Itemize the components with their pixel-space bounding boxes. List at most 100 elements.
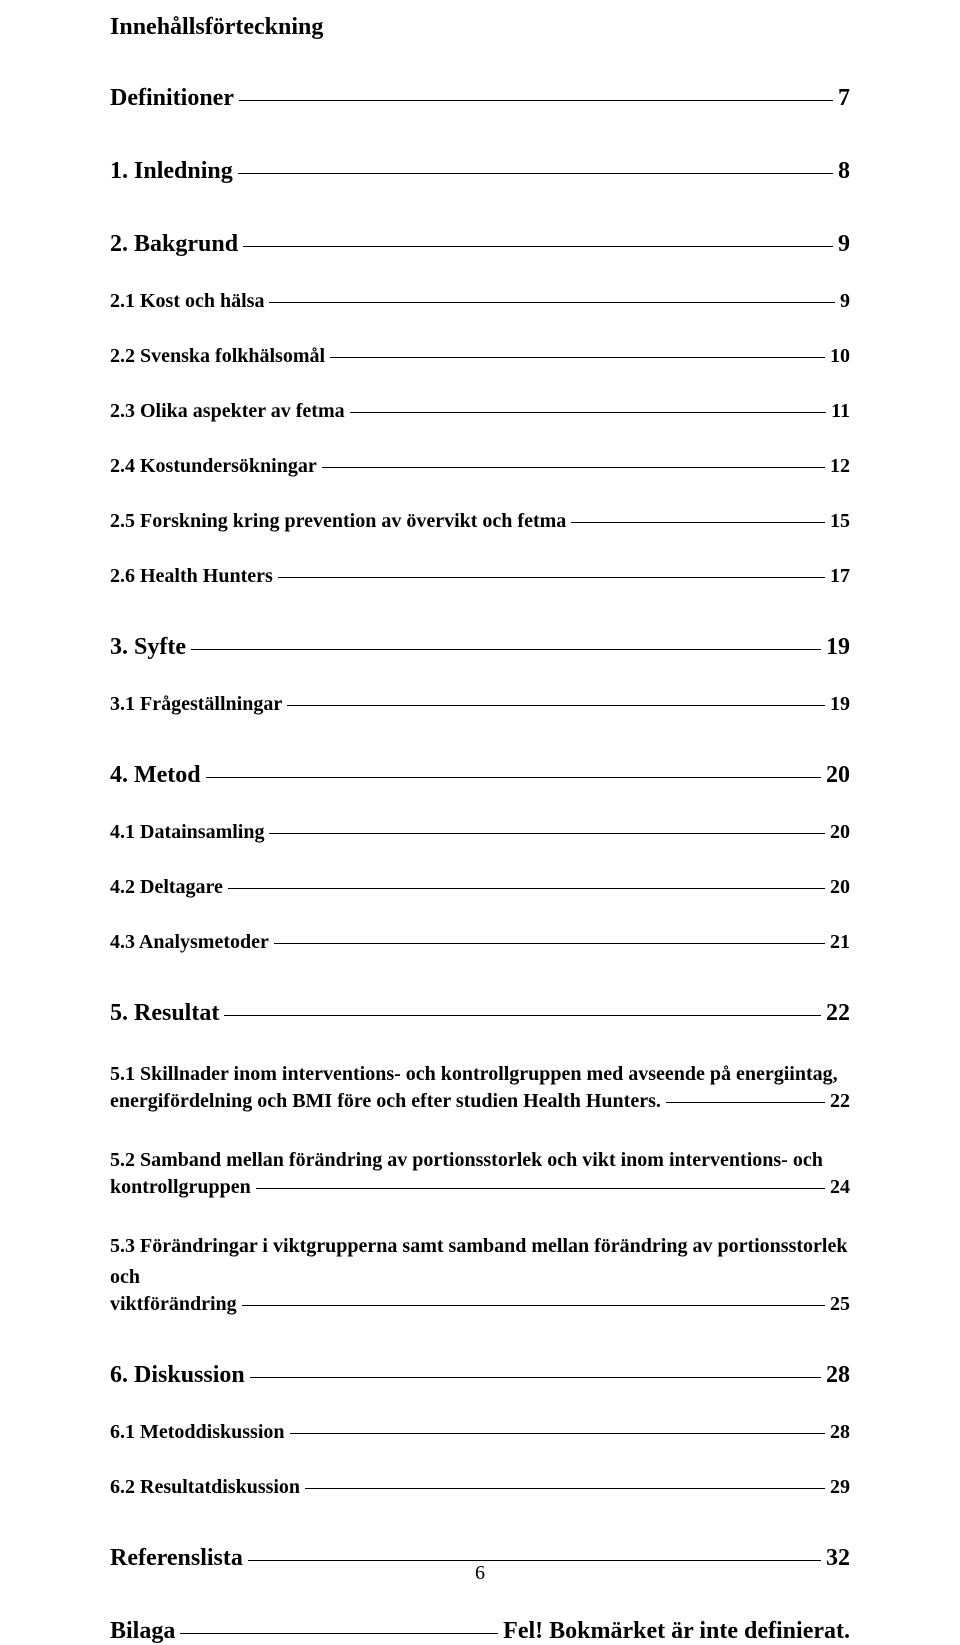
toc-entry-label-line2: kontrollgruppen: [110, 1176, 251, 1199]
toc-leader: [350, 412, 826, 413]
toc-entry-label: 6.1 Metoddiskussion: [110, 1421, 285, 1444]
toc-entry-label: 2.6 Health Hunters: [110, 565, 273, 588]
toc-leader: [274, 943, 825, 944]
toc-entry-page: 20: [830, 876, 850, 899]
toc-entry-page: 28: [830, 1421, 850, 1444]
toc-leader: [278, 577, 825, 578]
toc-entry-line2: viktförändring 25: [110, 1293, 850, 1316]
toc-entry-label: 4.3 Analysmetoder: [110, 931, 269, 954]
toc-entry-page: 21: [830, 931, 850, 954]
toc-entry: 6.1 Metoddiskussion 28: [110, 1421, 850, 1444]
toc-entry: 2. Bakgrund 9: [110, 231, 850, 258]
toc-leader: [269, 833, 825, 834]
toc-entry: 4.1 Datainsamling 20: [110, 821, 850, 844]
toc-entry-label: 2. Bakgrund: [110, 231, 238, 258]
toc-entry-page: 7: [838, 85, 850, 112]
toc-leader: [238, 173, 833, 174]
toc-entry-label: 4.2 Deltagare: [110, 876, 223, 899]
toc-entry-label: 4.1 Datainsamling: [110, 821, 264, 844]
toc-entry-page: 17: [830, 565, 850, 588]
toc-entry-label: 4. Metod: [110, 762, 201, 789]
toc-entry: 2.3 Olika aspekter av fetma 11: [110, 400, 850, 423]
page: Innehållsförteckning Definitioner 7 1. Inl…: [0, 0, 960, 1645]
toc-entry-page: 9: [838, 231, 850, 258]
toc-leader: [243, 246, 833, 247]
toc-entry: 4. Metod 20: [110, 762, 850, 789]
toc-entry-label-line1: 5.3 Förändringar i viktgrupperna samt sa…: [110, 1231, 850, 1293]
toc-entry-page: 19: [826, 634, 850, 661]
toc-entry: 4.2 Deltagare 20: [110, 876, 850, 899]
toc-leader: [256, 1188, 825, 1189]
toc-entry: 5. Resultat 22: [110, 1000, 850, 1027]
toc-entry: 2.6 Health Hunters 17: [110, 565, 850, 588]
toc-leader: [330, 357, 825, 358]
toc-entry-page: 29: [830, 1476, 850, 1499]
toc-entry-page: 9: [840, 290, 850, 313]
toc-leader: [180, 1633, 498, 1634]
toc-entry-label-line1: 5.1 Skillnader inom interventions- och k…: [110, 1059, 850, 1090]
toc-entry-label: Bilaga: [110, 1618, 175, 1645]
toc-entry: 4.3 Analysmetoder 21: [110, 931, 850, 954]
toc-entry-page: 25: [830, 1293, 850, 1316]
toc-leader: [191, 649, 821, 650]
toc-leader: [571, 522, 825, 523]
toc-leader: [248, 1560, 821, 1561]
toc-entry-label: 6. Diskussion: [110, 1362, 245, 1389]
toc-entry: 2.5 Forskning kring prevention av övervi…: [110, 510, 850, 533]
toc-entry-page: 20: [830, 821, 850, 844]
toc-entry-label-line1: 5.2 Samband mellan förändring av portion…: [110, 1145, 850, 1176]
toc-entry: 2.2 Svenska folkhälsomål 10: [110, 345, 850, 368]
toc-leader: [290, 1433, 826, 1434]
toc-entry: 1. Inledning 8: [110, 158, 850, 185]
toc-entry-page: 8: [838, 158, 850, 185]
toc-entry-page: 20: [826, 762, 850, 789]
footer-page-number: 6: [0, 1562, 960, 1585]
toc-entry-label: 3. Syfte: [110, 634, 186, 661]
toc-entry-label: 1. Inledning: [110, 158, 233, 185]
toc-entry: Bilaga Fel! Bokmärket är inte definierat.: [110, 1618, 850, 1645]
toc-entry: 3. Syfte 19: [110, 634, 850, 661]
toc-entry-label: 2.5 Forskning kring prevention av övervi…: [110, 510, 566, 533]
toc-leader: [239, 100, 833, 101]
toc-entry-label: 2.3 Olika aspekter av fetma: [110, 400, 345, 423]
toc-entry-page: 12: [830, 455, 850, 478]
toc-leader: [305, 1488, 825, 1489]
toc-entry-page: 28: [826, 1362, 850, 1389]
toc-entry-label: 5. Resultat: [110, 1000, 219, 1027]
table-of-contents: Definitioner71. Inledning82. Bakgrund92.…: [110, 85, 850, 1645]
toc-entry: Definitioner 7: [110, 85, 850, 112]
toc-entry-label: 2.4 Kostundersökningar: [110, 455, 317, 478]
toc-entry-label-line2: viktförändring: [110, 1293, 237, 1316]
toc-entry: 5.2 Samband mellan förändring av portion…: [110, 1145, 850, 1199]
page-title: Innehållsförteckning: [110, 14, 850, 41]
toc-entry-page: Fel! Bokmärket är inte definierat.: [503, 1618, 850, 1645]
toc-entry-page: 22: [826, 1000, 850, 1027]
toc-leader: [322, 467, 825, 468]
toc-entry-label-line2: energifördelning och BMI före och efter …: [110, 1090, 661, 1113]
toc-leader: [666, 1102, 825, 1103]
toc-entry: 6. Diskussion 28: [110, 1362, 850, 1389]
toc-entry-page: 15: [830, 510, 850, 533]
toc-entry-label: Definitioner: [110, 85, 234, 112]
toc-entry-label: 2.2 Svenska folkhälsomål: [110, 345, 325, 368]
toc-entry-label: 6.2 Resultatdiskussion: [110, 1476, 300, 1499]
toc-entry-label: 2.1 Kost och hälsa: [110, 290, 264, 313]
toc-entry: 2.1 Kost och hälsa 9: [110, 290, 850, 313]
toc-entry-label: 3.1 Frågeställningar: [110, 693, 282, 716]
toc-entry-line2: kontrollgruppen 24: [110, 1176, 850, 1199]
toc-entry: 6.2 Resultatdiskussion 29: [110, 1476, 850, 1499]
toc-entry: 3.1 Frågeställningar19: [110, 693, 850, 716]
toc-leader: [250, 1377, 821, 1378]
toc-entry-page: 10: [830, 345, 850, 368]
toc-leader: [242, 1305, 825, 1306]
toc-entry-page: 11: [831, 400, 850, 423]
toc-leader: [269, 302, 835, 303]
toc-leader: [228, 888, 825, 889]
toc-leader: [224, 1015, 821, 1016]
toc-entry-page: 24: [830, 1176, 850, 1199]
toc-entry: 2.4 Kostundersökningar 12: [110, 455, 850, 478]
toc-entry: 5.1 Skillnader inom interventions- och k…: [110, 1059, 850, 1113]
toc-entry-line2: energifördelning och BMI före och efter …: [110, 1090, 850, 1113]
toc-leader: [287, 705, 825, 706]
toc-entry-page: 22: [830, 1090, 850, 1113]
